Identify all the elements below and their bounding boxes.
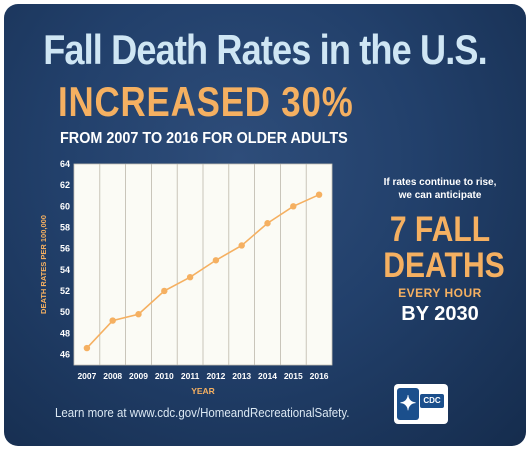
data-point — [290, 203, 297, 210]
y-tick-label: 62 — [60, 180, 70, 190]
y-tick-label: 58 — [60, 222, 70, 232]
data-point — [135, 311, 142, 318]
projection-frequency: EVERY HOUR — [398, 286, 482, 300]
projection-note-line1: If rates continue to rise, — [383, 177, 497, 188]
x-tick-label: 2015 — [284, 371, 303, 381]
cdc-badge: CDC — [420, 394, 444, 408]
projection-note: If rates continue to rise, we can antici… — [374, 176, 506, 202]
series-line — [86, 193, 320, 349]
x-tick-label: 2012 — [206, 371, 225, 381]
headline: INCREASED 30% — [58, 78, 354, 125]
data-point — [109, 317, 116, 324]
projection-panel: If rates continue to rise, we can antici… — [374, 176, 506, 326]
x-tick-label: 2014 — [258, 371, 277, 381]
y-tick-label: 50 — [60, 307, 70, 317]
projection-note-line2: we can anticipate — [398, 190, 482, 201]
x-tick-label: 2010 — [155, 371, 174, 381]
hhs-eagle-icon: ✦ — [397, 388, 419, 420]
projection-number: 7 FALL — [389, 210, 491, 249]
y-axis-ticks: 46 48 50 52 54 56 58 60 62 64 — [60, 159, 70, 359]
y-tick-label: 46 — [60, 349, 70, 359]
y-axis-label: DEATH RATES PER 100,000 — [39, 215, 48, 314]
x-tick-label: 2011 — [181, 371, 200, 381]
data-point — [161, 287, 168, 295]
y-tick-label: 54 — [60, 265, 70, 275]
data-point — [83, 344, 91, 352]
y-tick-label: 60 — [60, 201, 70, 211]
x-axis-label: YEAR — [191, 386, 215, 396]
grid-lines — [99, 164, 307, 365]
y-tick-label: 64 — [60, 159, 70, 169]
subtitle: FROM 2007 TO 2016 FOR OLDER ADULTS — [60, 130, 348, 147]
data-point — [315, 191, 323, 198]
data-point — [264, 220, 271, 227]
footer-link[interactable]: Learn more at www.cdc.gov/HomeandRecreat… — [55, 406, 350, 420]
x-tick-label: 2007 — [77, 371, 96, 381]
projection-year: BY 2030 — [401, 303, 479, 325]
x-tick-label: 2009 — [129, 371, 148, 381]
projection-deaths: DEATHS — [383, 246, 505, 285]
data-point — [238, 242, 245, 249]
data-points — [83, 191, 323, 352]
x-tick-label: 2008 — [103, 371, 122, 381]
y-tick-label: 56 — [60, 244, 70, 254]
data-point — [186, 273, 194, 281]
y-tick-label: 48 — [60, 328, 70, 338]
page-title: Fall Death Rates in the U.S. — [43, 26, 487, 73]
x-tick-label: 2013 — [232, 371, 251, 381]
data-point — [212, 257, 220, 264]
cdc-logo: ✦ CDC — [394, 384, 448, 424]
x-tick-label: 2016 — [310, 371, 329, 381]
y-tick-label: 52 — [60, 286, 70, 296]
x-axis-ticks: 2007 2008 2009 2010 2011 2012 2013 2014 2015 2016 — [77, 371, 328, 381]
